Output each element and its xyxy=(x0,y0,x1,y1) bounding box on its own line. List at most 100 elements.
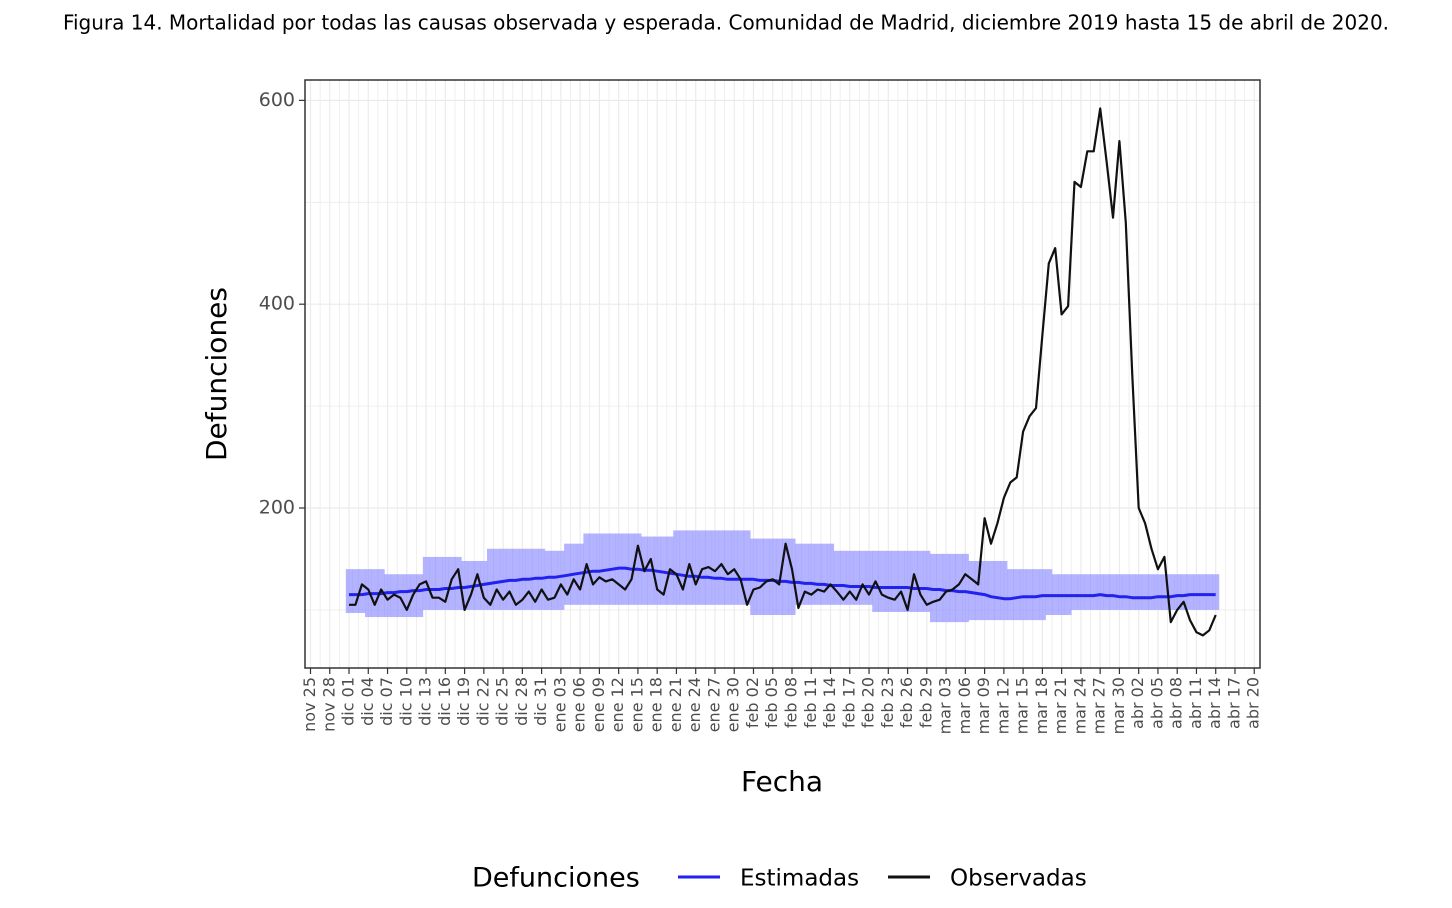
x-tick-label: dic 04 xyxy=(358,677,377,726)
chart-title: Figura 14. Mortalidad por todas las caus… xyxy=(63,11,1389,35)
confidence-band xyxy=(891,550,899,612)
confidence-band xyxy=(1026,569,1034,621)
confidence-band xyxy=(1007,569,1014,621)
confidence-band xyxy=(1154,574,1162,610)
confidence-band xyxy=(384,574,392,618)
confidence-band xyxy=(487,548,494,610)
confidence-band xyxy=(493,548,501,610)
legend-title: Defunciones xyxy=(472,863,640,894)
confidence-band xyxy=(416,574,424,618)
confidence-band xyxy=(885,550,892,612)
x-tick-label: mar 15 xyxy=(1013,677,1032,734)
confidence-band xyxy=(448,556,456,610)
confidence-band xyxy=(820,543,828,605)
confidence-band xyxy=(846,550,854,605)
x-tick-label: abr 11 xyxy=(1186,677,1205,729)
x-tick-label: dic 10 xyxy=(396,677,415,726)
confidence-band xyxy=(1019,569,1027,621)
x-tick-label: feb 23 xyxy=(878,677,897,728)
confidence-band xyxy=(962,553,969,623)
x-tick-label: feb 14 xyxy=(820,677,839,728)
y-tick-label: 400 xyxy=(259,293,295,315)
x-tick-label: mar 03 xyxy=(936,677,955,734)
x-tick-label: dic 28 xyxy=(512,677,531,726)
confidence-band xyxy=(782,538,790,616)
confidence-band xyxy=(1109,574,1117,610)
x-tick-label: feb 11 xyxy=(801,677,820,728)
x-axis-label: Fecha xyxy=(741,765,823,798)
confidence-band xyxy=(345,569,353,613)
x-tick-label: dic 01 xyxy=(339,677,358,726)
confidence-band xyxy=(955,553,963,623)
confidence-band xyxy=(358,569,366,613)
confidence-band xyxy=(1135,574,1143,610)
confidence-band xyxy=(968,560,976,621)
confidence-band xyxy=(698,530,706,605)
x-tick-label: feb 02 xyxy=(743,677,762,728)
confidence-band xyxy=(544,550,552,610)
x-tick-label: feb 29 xyxy=(916,677,935,728)
x-tick-label: dic 07 xyxy=(377,677,396,726)
x-tick-label: abr 02 xyxy=(1128,677,1147,729)
confidence-band xyxy=(718,530,725,605)
x-tick-label: feb 17 xyxy=(839,677,858,728)
confidence-band xyxy=(1045,569,1053,616)
confidence-band xyxy=(660,536,668,605)
x-tick-label: ene 12 xyxy=(608,677,627,732)
x-tick-label: nov 25 xyxy=(300,677,319,732)
confidence-band xyxy=(814,543,822,605)
x-tick-label: abr 08 xyxy=(1167,677,1186,729)
confidence-band xyxy=(589,533,597,605)
confidence-band xyxy=(833,550,841,605)
confidence-band xyxy=(1212,574,1220,610)
legend-label: Estimadas xyxy=(740,866,859,892)
confidence-band xyxy=(1096,574,1104,610)
x-tick-label: ene 21 xyxy=(666,677,685,732)
confidence-band xyxy=(910,550,918,612)
x-tick-label: ene 18 xyxy=(647,677,666,732)
confidence-band xyxy=(737,530,745,605)
confidence-band xyxy=(435,556,443,610)
confidence-band xyxy=(1148,574,1156,610)
confidence-band xyxy=(551,550,558,610)
x-tick-label: feb 08 xyxy=(782,677,801,728)
confidence-band xyxy=(1199,574,1207,610)
series-line xyxy=(349,566,1216,601)
confidence-band xyxy=(711,530,719,605)
confidence-band xyxy=(795,543,802,605)
confidence-band xyxy=(724,530,732,605)
x-tick-label: mar 30 xyxy=(1109,677,1128,734)
confidence-band xyxy=(1122,574,1130,610)
plot-layer xyxy=(305,80,1260,668)
confidence-band xyxy=(763,538,770,616)
confidence-band xyxy=(1071,574,1078,610)
confidence-band xyxy=(840,550,847,605)
x-tick-label: dic 16 xyxy=(435,677,454,726)
confidence-band xyxy=(987,560,995,621)
x-tick-label: ene 27 xyxy=(704,677,723,732)
x-tick-label: dic 13 xyxy=(416,677,435,726)
x-tick-label: dic 25 xyxy=(493,677,512,726)
confidence-band xyxy=(429,556,436,610)
x-tick-label: ene 24 xyxy=(685,677,704,732)
confidence-band xyxy=(897,550,905,612)
confidence-band xyxy=(1186,574,1194,610)
x-tick-label: mar 06 xyxy=(955,677,974,734)
x-tick-label: feb 05 xyxy=(762,677,781,728)
confidence-band xyxy=(865,550,873,605)
x-tick-label: nov 28 xyxy=(319,677,338,732)
confidence-band xyxy=(1173,574,1181,610)
confidence-band xyxy=(1167,574,1175,610)
confidence-band xyxy=(596,533,603,605)
confidence-band xyxy=(750,538,757,616)
confidence-band xyxy=(352,569,359,613)
x-tick-label: ene 15 xyxy=(627,677,646,732)
confidence-band xyxy=(878,550,886,612)
confidence-band xyxy=(461,560,469,610)
confidence-band xyxy=(801,543,809,605)
x-tick-label: mar 18 xyxy=(1032,677,1051,734)
confidence-band xyxy=(1161,574,1168,610)
confidence-band xyxy=(403,574,411,618)
confidence-band xyxy=(1129,574,1136,610)
